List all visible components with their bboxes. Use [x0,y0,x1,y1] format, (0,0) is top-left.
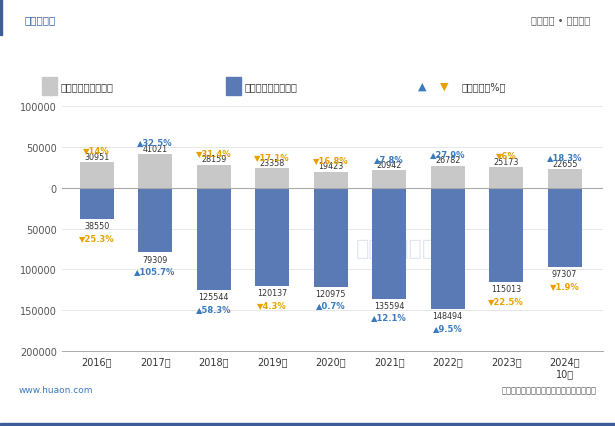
Text: 20942: 20942 [376,161,402,170]
Bar [197,165,231,188]
Text: 79309: 79309 [143,255,168,264]
Text: 115013: 115013 [491,284,522,293]
Text: ▲12.1%: ▲12.1% [371,313,407,322]
Text: ▲32.5%: ▲32.5% [137,138,173,147]
Text: 41021: 41021 [143,144,168,153]
Text: 出口总额（万美元）: 出口总额（万美元） [60,82,113,92]
Bar [226,78,241,96]
Text: 2016-2024年10月金桥综合保税区进、出口额: 2016-2024年10月金桥综合保税区进、出口额 [187,45,428,60]
Text: 120975: 120975 [315,289,346,298]
Bar [489,188,523,282]
Text: ▼4.3%: ▼4.3% [257,300,287,309]
Text: 148494: 148494 [432,311,462,320]
Text: ▼6%: ▼6% [496,151,517,160]
Text: 25173: 25173 [493,157,519,167]
Text: ▲7.8%: ▲7.8% [375,154,404,163]
Text: 华经产业研究院: 华经产业研究院 [355,239,450,259]
Text: 26782: 26782 [435,156,461,165]
Text: 专业严谨 • 客观科学: 专业严谨 • 客观科学 [531,15,590,25]
Text: ▼1.9%: ▼1.9% [550,282,579,291]
Bar [79,188,114,220]
Bar [314,188,347,287]
Bar [548,188,582,268]
Text: ▼16.8%: ▼16.8% [313,155,349,164]
Text: 同比增速（%）: 同比增速（%） [461,82,506,92]
Bar [79,163,114,188]
Bar [197,188,231,291]
Text: 38550: 38550 [84,222,109,230]
Text: www.huaon.com: www.huaon.com [18,386,93,394]
Bar [489,167,523,188]
Text: ▼25.3%: ▼25.3% [79,233,114,242]
Text: ▲0.7%: ▲0.7% [316,301,346,310]
Text: ▲9.5%: ▲9.5% [433,323,462,332]
Text: ▼22.5%: ▼22.5% [488,296,524,305]
Bar [430,166,464,188]
Text: 135594: 135594 [374,301,404,310]
Text: 28159: 28159 [201,155,226,164]
Bar [255,188,289,286]
Text: ▲105.7%: ▲105.7% [135,267,176,276]
Text: 进口总额（万美元）: 进口总额（万美元） [245,82,298,92]
Bar [138,155,172,188]
Text: ▲27.9%: ▲27.9% [430,150,466,158]
Text: 120137: 120137 [257,288,287,297]
Bar [255,169,289,188]
Text: ▲58.3%: ▲58.3% [196,305,231,314]
Bar [372,188,406,299]
Text: 125544: 125544 [199,293,229,302]
Bar [138,188,172,253]
Text: 23358: 23358 [260,159,285,168]
Bar [430,188,464,309]
Text: ▼31.4%: ▼31.4% [196,148,231,157]
Text: 30951: 30951 [84,153,109,161]
Bar [42,78,57,96]
Bar [548,170,582,188]
Text: ▲: ▲ [418,82,427,92]
Bar [314,172,347,188]
Text: 数据来源：中国海关；华经产业研究院整理: 数据来源：中国海关；华经产业研究院整理 [502,386,597,394]
Text: 97307: 97307 [552,270,577,279]
Bar [0,423,615,426]
Text: ▲18.3%: ▲18.3% [547,153,582,162]
Text: 华经情报网: 华经情报网 [25,15,56,25]
Text: 19423: 19423 [318,162,343,171]
Text: ▼17.1%: ▼17.1% [255,153,290,161]
Text: 22655: 22655 [552,159,577,168]
Bar [0,0,2,36]
Bar [372,171,406,188]
Text: ▼: ▼ [440,82,448,92]
Text: ▼14%: ▼14% [83,146,110,155]
